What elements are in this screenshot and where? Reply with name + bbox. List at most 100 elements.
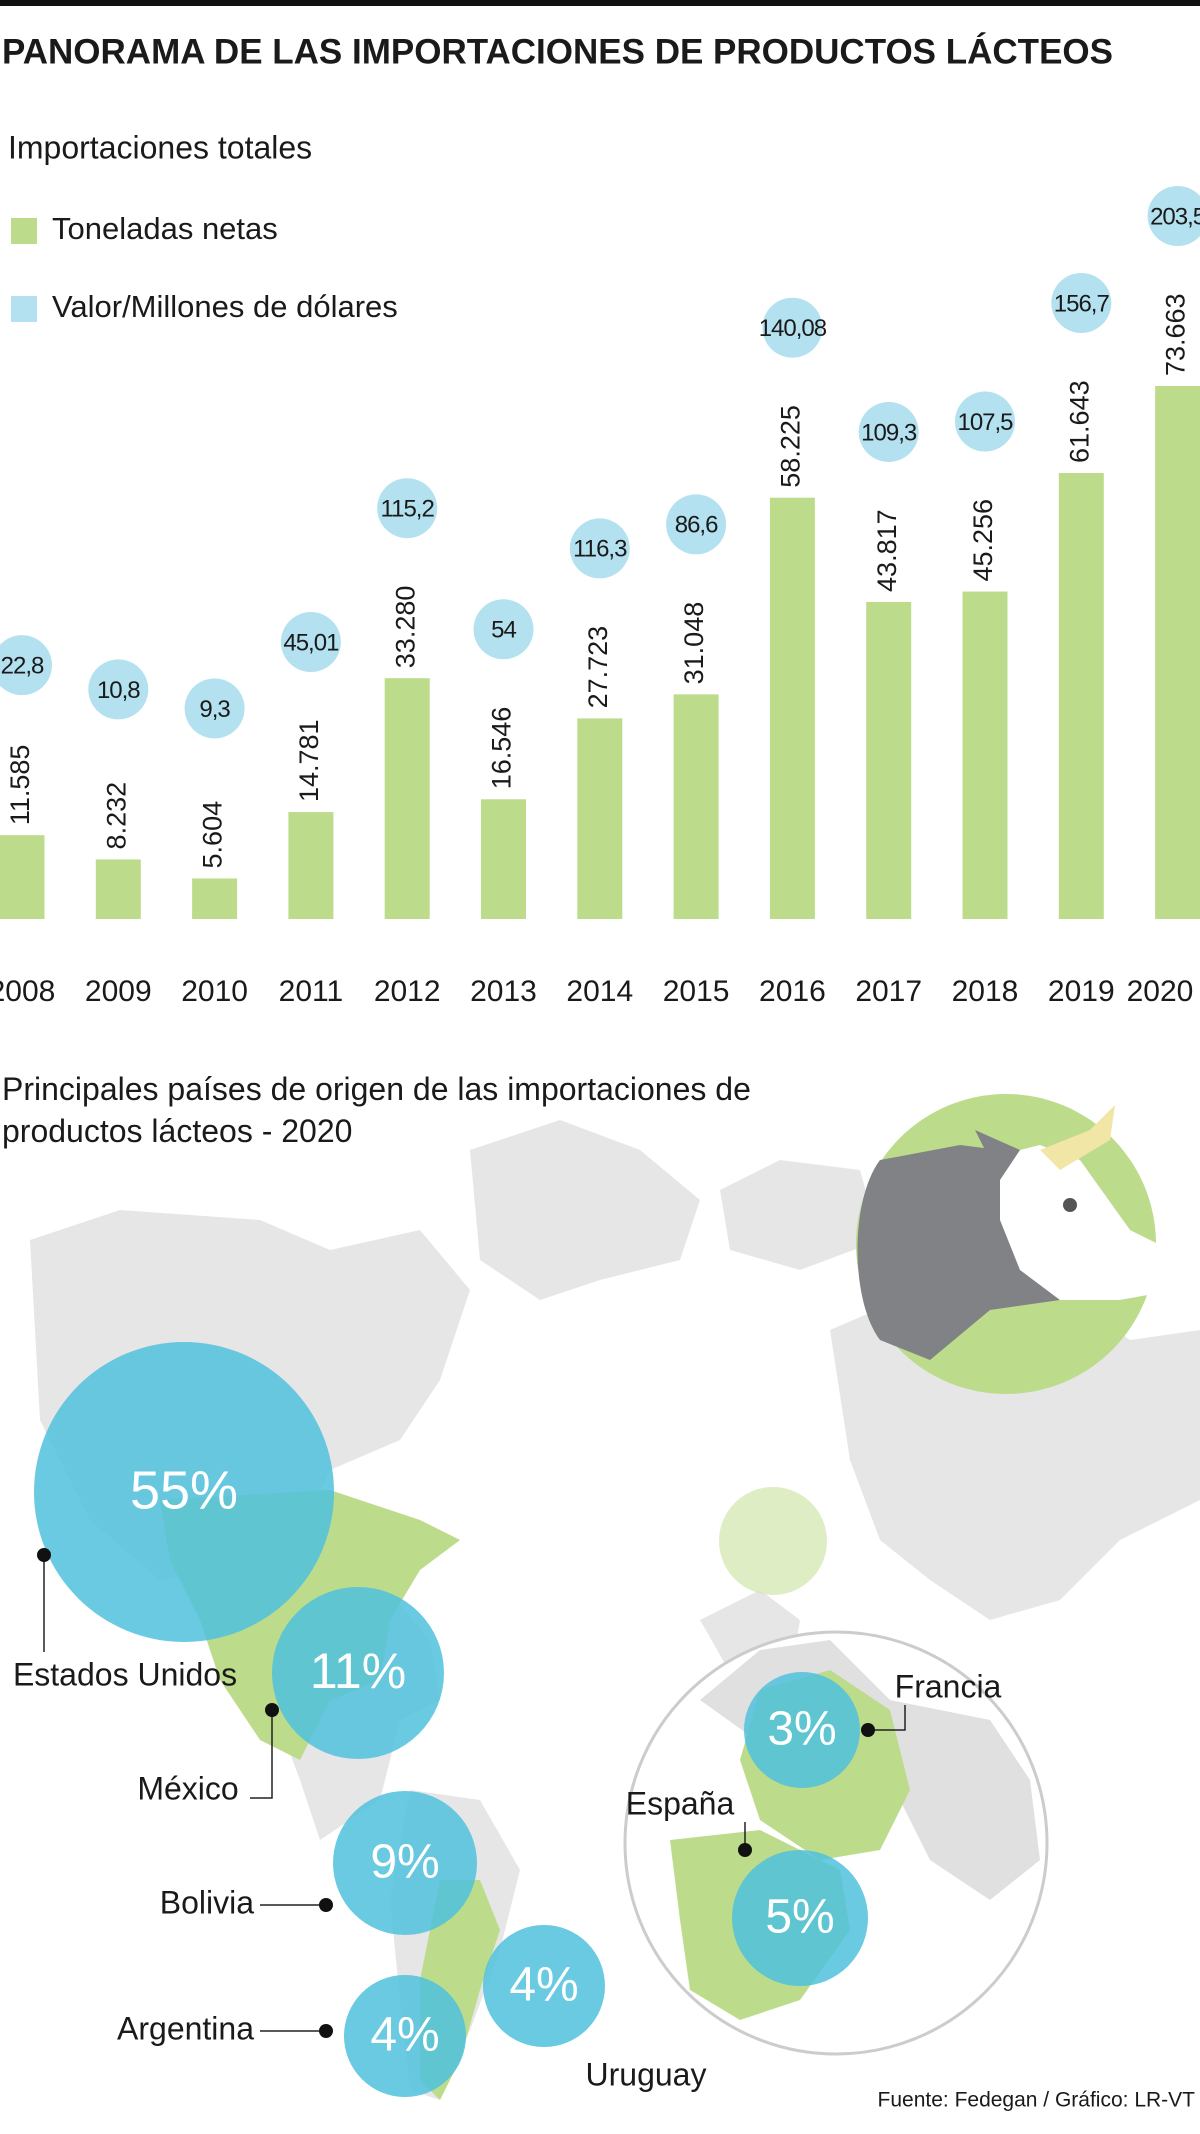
europe-highlight xyxy=(719,1487,827,1595)
bar-label: 33.280 xyxy=(390,586,420,669)
x-tick-label: 2008 xyxy=(0,975,55,1008)
value-circle-label: 203,5 xyxy=(1150,203,1200,230)
bar-label: 16.546 xyxy=(487,707,517,790)
bar xyxy=(0,835,45,919)
bar-label: 11.585 xyxy=(5,745,35,826)
country-label: Argentina xyxy=(117,2010,254,2046)
bubble-label: 5% xyxy=(765,1891,834,1944)
value-circle-label: 156,7 xyxy=(1054,290,1110,317)
leader-line xyxy=(250,1710,273,1799)
value-circle xyxy=(280,612,341,673)
bar-label: 27.723 xyxy=(583,626,613,709)
leader-dot xyxy=(37,1548,51,1562)
x-tick-label: 2011 xyxy=(279,975,344,1008)
value-circle xyxy=(184,678,245,739)
value-circle xyxy=(0,635,52,696)
bar xyxy=(577,718,623,919)
cow-icon xyxy=(856,1094,1175,1394)
bar-label: 61.643 xyxy=(1064,380,1094,463)
country-bubble xyxy=(744,1672,860,1788)
x-tick-label: 2012 xyxy=(374,975,441,1008)
chart-title: PANORAMA DE LAS IMPORTACIONES DE PRODUCT… xyxy=(2,31,1113,71)
country-label: Uruguay xyxy=(586,2056,707,2092)
bar-label: 8.232 xyxy=(101,782,131,850)
value-circle-label: 10,8 xyxy=(97,677,140,704)
value-circle xyxy=(955,391,1015,452)
bar xyxy=(288,812,334,919)
value-circle-label: 140,08 xyxy=(759,315,827,342)
leader-line xyxy=(868,1705,906,1731)
bar-label: 73.663 xyxy=(1161,293,1191,376)
country-label: España xyxy=(626,1785,735,1821)
value-circle-label: 107,5 xyxy=(957,409,1013,436)
value-circle-label: 116,3 xyxy=(573,536,627,563)
x-tick-label: 2009 xyxy=(85,975,152,1008)
value-circle-label: 109,3 xyxy=(861,419,917,446)
bar xyxy=(384,678,430,919)
value-circle xyxy=(88,659,149,720)
bubble-label: 3% xyxy=(767,1703,836,1756)
bar xyxy=(866,601,912,919)
value-circle-label: 9,3 xyxy=(199,696,230,723)
bar-label: 45.256 xyxy=(968,499,998,582)
bar xyxy=(673,694,719,919)
value-circle-label: 115,2 xyxy=(381,496,435,523)
legend-label: Valor/Millones de dólares xyxy=(52,289,398,324)
map-title: Principales países de origen de las impo… xyxy=(2,1071,751,1149)
bar-label: 43.817 xyxy=(872,509,902,592)
value-circle-label: 86,6 xyxy=(675,512,718,539)
x-tick-label: 2015 xyxy=(663,975,730,1008)
source: Fuente: Fedegan / Gráfico: LR-VT xyxy=(878,2089,1196,2112)
x-tick-label: 2016 xyxy=(759,975,826,1008)
subtitle: Importaciones totales xyxy=(8,129,312,165)
bar xyxy=(769,497,815,919)
bubble-label: 11% xyxy=(310,1643,406,1699)
bubble-label: 4% xyxy=(509,1959,578,2012)
x-tick-label: 2018 xyxy=(952,975,1019,1008)
country-label: Estados Unidos xyxy=(13,1656,237,1692)
country-bubble xyxy=(483,1925,605,2047)
value-circle xyxy=(473,599,534,660)
leader-dot xyxy=(738,1843,752,1857)
bubble-label: 55% xyxy=(130,1460,238,1520)
x-tick-label: 2010 xyxy=(181,975,248,1008)
x-tick-label: 2019 xyxy=(1048,975,1115,1008)
value-circle xyxy=(569,518,630,579)
country-bubble xyxy=(333,1791,477,1935)
value-circle-label: 45,01 xyxy=(283,629,339,656)
x-tick-label: 2017 xyxy=(855,975,922,1008)
country-bubble xyxy=(732,1850,868,1986)
bar-label: 14.781 xyxy=(294,719,324,802)
x-tick-label: 2013 xyxy=(470,975,537,1008)
bar xyxy=(1155,386,1200,919)
bubble-label: 4% xyxy=(370,2009,439,2062)
leader-dot xyxy=(319,1898,333,1912)
value-circle xyxy=(377,478,438,539)
country-label: Bolivia xyxy=(160,1884,254,1920)
country-bubble xyxy=(272,1587,444,1759)
bar xyxy=(1058,472,1104,919)
bar-label: 5.604 xyxy=(198,801,228,869)
bar-label: 58.225 xyxy=(776,405,806,488)
bubble-label: 9% xyxy=(370,1836,439,1889)
leader-dot xyxy=(861,1723,875,1737)
value-circle-label: 22,8 xyxy=(1,653,44,680)
bar xyxy=(962,591,1008,919)
bar xyxy=(481,799,526,919)
country-label: Francia xyxy=(895,1668,1002,1704)
value-circle-label: 54 xyxy=(491,617,516,644)
legend-swatch xyxy=(11,296,37,322)
leader-dot xyxy=(265,1703,279,1717)
value-circle xyxy=(1051,272,1112,333)
x-tick-label: 2014 xyxy=(566,975,633,1008)
bar xyxy=(95,859,141,919)
bar xyxy=(192,878,238,919)
value-circle xyxy=(666,494,727,555)
top-rule xyxy=(0,0,1200,6)
value-circle xyxy=(1147,186,1200,246)
x-tick-label: 2020 xyxy=(1127,975,1194,1008)
value-circle xyxy=(762,297,823,358)
bar-label: 31.048 xyxy=(679,602,709,685)
